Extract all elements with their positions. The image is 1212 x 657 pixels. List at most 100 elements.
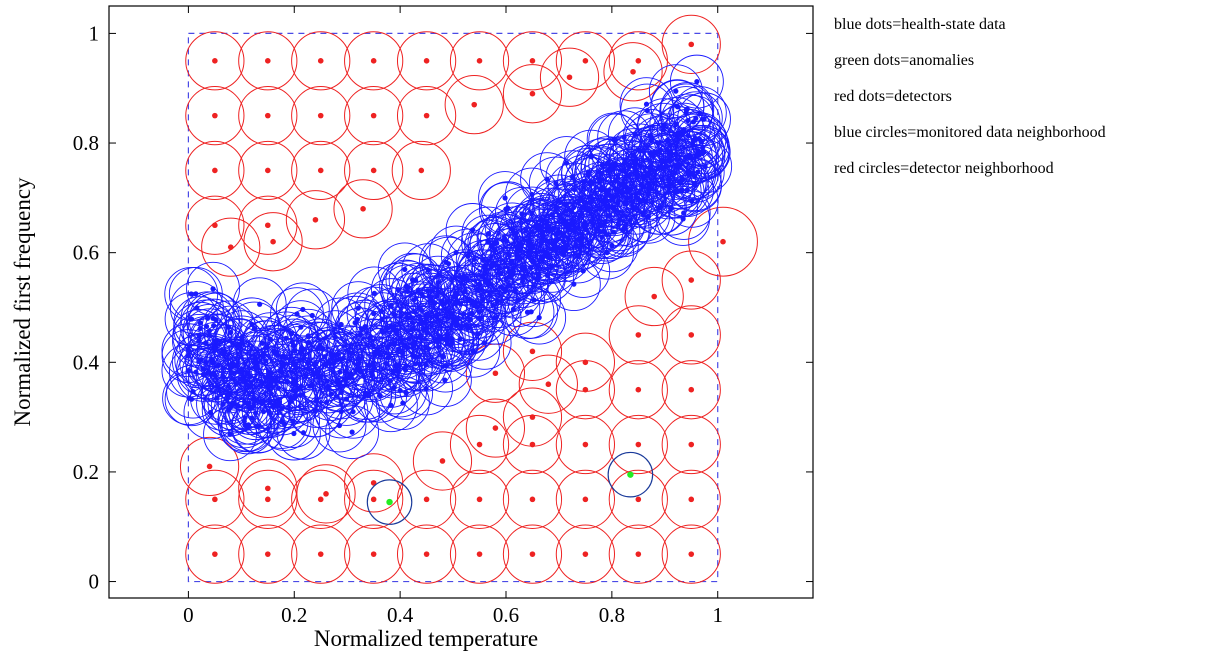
health-data-point (647, 150, 653, 157)
health-data-point (657, 165, 664, 171)
health-data-point (661, 122, 667, 128)
health-data-point (659, 177, 666, 183)
health-neighborhood-circle (659, 86, 714, 140)
health-data-point (404, 288, 411, 294)
detector-circle (291, 524, 351, 584)
detector-circle (661, 360, 721, 420)
detector-circle (449, 31, 510, 91)
health-data-point (665, 189, 671, 195)
health-data-point (491, 315, 498, 321)
health-neighborhood-circle (265, 315, 320, 369)
health-data-point (588, 181, 594, 187)
detector-point (688, 41, 695, 48)
health-data-point (388, 323, 394, 329)
health-data-point (232, 363, 238, 369)
health-data-point (200, 366, 206, 372)
health-data-point (220, 365, 226, 371)
health-neighborhood-circle (381, 311, 436, 366)
health-data-point (611, 206, 617, 212)
health-data-point (332, 334, 338, 340)
detector-circle (238, 469, 298, 529)
health-data-point (540, 233, 546, 239)
detector-point (317, 58, 324, 64)
health-data-point (457, 301, 464, 307)
health-data-point (702, 163, 708, 169)
health-data-point (503, 287, 509, 293)
health-data-point (510, 306, 516, 312)
health-data-point (549, 263, 555, 269)
health-data-point (249, 415, 255, 421)
health-neighborhood-circle (469, 216, 524, 270)
health-data-point (553, 180, 559, 187)
health-data-point (693, 153, 699, 159)
health-data-point (350, 409, 356, 415)
health-data-point (479, 273, 485, 279)
health-data-point (588, 154, 594, 160)
health-data-point (279, 405, 285, 412)
detector-circle (661, 524, 721, 584)
health-data-point (575, 253, 581, 260)
health-data-point (241, 418, 247, 424)
health-data-point (684, 187, 690, 193)
health-data-point (485, 239, 491, 245)
y-tick-label: 0.8 (73, 131, 99, 155)
health-data-point (262, 375, 269, 381)
health-data-point (470, 348, 476, 354)
health-data-point (411, 340, 417, 347)
detector-point (206, 463, 213, 470)
health-data-point (577, 197, 583, 203)
health-data-point (617, 216, 623, 223)
health-data-point (635, 195, 641, 201)
health-data-point (402, 266, 408, 273)
health-data-point (619, 188, 625, 194)
health-data-point (405, 344, 411, 351)
health-data-point (283, 335, 289, 341)
y-axis-title: Normalized first frequency (10, 177, 35, 427)
health-data-point (700, 144, 706, 150)
detector-circle (238, 458, 298, 518)
health-data-point (681, 127, 687, 133)
health-data-point (300, 306, 306, 313)
detector-circle (238, 140, 298, 201)
detector-circle (555, 469, 616, 529)
health-data-point (355, 355, 361, 361)
health-data-point (259, 340, 266, 346)
detector-point (370, 167, 377, 174)
health-data-point (239, 334, 245, 340)
health-data-point (517, 246, 523, 252)
detector-circle (555, 31, 616, 91)
anomaly-neighborhood-circle (366, 479, 413, 525)
health-neighborhood-circle (558, 201, 613, 256)
health-data-point (571, 186, 578, 193)
health-data-point (417, 362, 423, 368)
health-data-point (529, 191, 535, 198)
health-data-point (663, 183, 669, 189)
health-data-point (188, 316, 195, 322)
health-data-point (403, 363, 409, 369)
health-data-point (204, 315, 211, 321)
health-data-point (471, 303, 478, 309)
health-data-point (320, 346, 326, 352)
health-data-point (198, 356, 204, 363)
health-data-point (512, 289, 518, 295)
health-data-point (527, 264, 534, 270)
detector-point (418, 167, 425, 174)
health-data-point (632, 157, 638, 163)
health-data-point (442, 363, 449, 369)
health-data-point (438, 298, 444, 304)
x-tick-label: 0.6 (493, 603, 519, 627)
legend-entry-detector-circles: red circles=detector neighborhood (834, 160, 1054, 177)
health-data-point (685, 133, 691, 139)
health-data-point (444, 341, 451, 347)
detector-circle (291, 31, 351, 91)
health-data-point (620, 167, 626, 173)
detector-circle (502, 31, 563, 91)
health-data-point (212, 346, 219, 352)
health-data-point (378, 308, 384, 314)
health-data-point (490, 302, 496, 308)
health-data-point (370, 310, 377, 317)
x-tick-label: 0 (183, 603, 194, 627)
health-data-point (194, 305, 200, 311)
health-data-point (388, 302, 394, 308)
health-data-point (206, 332, 213, 338)
